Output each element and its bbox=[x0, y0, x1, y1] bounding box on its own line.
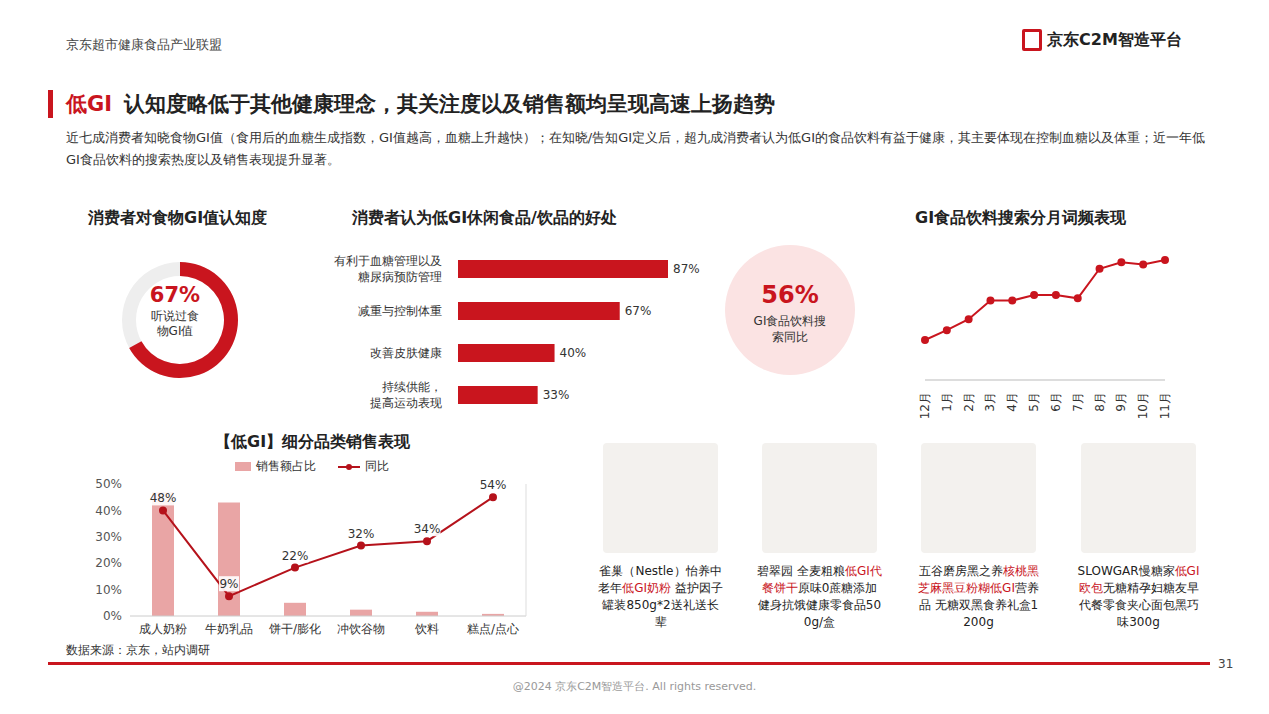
svg-text:成人奶粉: 成人奶粉 bbox=[139, 622, 187, 636]
html-text:消费者认为低GI休闲食品/饮品的好处: 消费者认为低GI休闲食品/饮品的好处 bbox=[352, 208, 617, 227]
svg-text:87%: 87% bbox=[673, 262, 700, 276]
svg-text:9月: 9月 bbox=[1114, 392, 1128, 412]
svg-text:67%: 67% bbox=[625, 304, 652, 318]
svg-text:11月: 11月 bbox=[1158, 392, 1172, 419]
svg-text:饼干/膨化: 饼干/膨化 bbox=[268, 622, 321, 636]
html-text:认知度略低于其他健康理念，其关注度以及销售额均呈现高速上扬趋: 认知度略低于其他健康理念，其关注度以及销售额均呈现高速上扬趋势 bbox=[124, 92, 776, 116]
html-text:SLOWGAR慢糖家低GI欧包无糖精孕妇糖友早代餐零食夹心面: SLOWGAR慢糖家低GI欧包无糖精孕妇糖友早代餐零食夹心面包黑巧味300g bbox=[1077, 564, 1200, 629]
html-text:低GI: 低GI bbox=[66, 92, 113, 116]
svg-text:1月: 1月 bbox=[940, 392, 954, 412]
html-text:同比: 同比 bbox=[365, 459, 389, 473]
svg-text:0%: 0% bbox=[103, 609, 122, 623]
svg-text:33%: 33% bbox=[543, 388, 570, 402]
html-text:GI食品饮料搜索同比: GI食品饮料搜索同比 bbox=[753, 314, 827, 344]
html-text:消费者对食物GI值认知度: 消费者对食物GI值认知度 bbox=[88, 208, 268, 227]
svg-text:冲饮谷物: 冲饮谷物 bbox=[337, 622, 385, 636]
html-text:近七成消费者知晓食物GI值（食用后的血糖生成指数，GI值越高: 近七成消费者知晓食物GI值（食用后的血糖生成指数，GI值越高，血糖上升越快）；在… bbox=[66, 130, 1205, 167]
svg-text:有利于血糖管理以及糖尿病预防管理: 有利于血糖管理以及糖尿病预防管理 bbox=[334, 254, 442, 284]
html-text:销售额占比: 销售额占比 bbox=[256, 459, 316, 473]
html-text:@2024 京东C2M智造平台. All rights re: @2024 京东C2M智造平台. All rights reserved. bbox=[512, 680, 757, 693]
html-text:GI食品饮料搜索分月词频表现: GI食品饮料搜索分月词频表现 bbox=[915, 208, 1127, 227]
svg-text:22%: 22% bbox=[282, 549, 309, 563]
svg-text:40%: 40% bbox=[95, 504, 122, 518]
html-text:雀巢（Nestle）怡养中老年低GI奶粉益护因子罐装850g: 雀巢（Nestle）怡养中老年低GI奶粉益护因子罐装850g*2送礼送长辈 bbox=[598, 564, 723, 629]
svg-text:3月: 3月 bbox=[983, 392, 997, 412]
svg-text:50%: 50% bbox=[95, 477, 122, 491]
svg-text:持续供能，提高运动表现: 持续供能，提高运动表现 bbox=[370, 380, 442, 410]
html-text:碧翠园 全麦粗粮低GI代餐饼干原味0蔗糖添加健身抗饿健康零食: 碧翠园 全麦粗粮低GI代餐饼干原味0蔗糖添加健身抗饿健康零食品500g/盒 bbox=[757, 564, 882, 629]
html-text:【低GI】细分品类销售表现: 【低GI】细分品类销售表现 bbox=[215, 432, 411, 451]
html-text:数据来源：京东，站内调研: 数据来源：京东，站内调研 bbox=[66, 643, 210, 657]
svg-text:牛奶乳品: 牛奶乳品 bbox=[205, 622, 253, 636]
svg-text:9%: 9% bbox=[219, 577, 238, 591]
svg-text:改善皮肤健康: 改善皮肤健康 bbox=[370, 346, 442, 360]
html-text:京东C2M智造平台: 京东C2M智造平台 bbox=[1047, 29, 1182, 49]
svg-text:48%: 48% bbox=[150, 491, 177, 505]
svg-text:8月: 8月 bbox=[1093, 392, 1107, 412]
svg-text:6月: 6月 bbox=[1049, 392, 1063, 412]
svg-text:20%: 20% bbox=[95, 556, 122, 570]
svg-text:糕点/点心: 糕点/点心 bbox=[467, 622, 519, 636]
html-text:五谷磨房黑之养核桃黑芝麻黑豆粉糊低GI营养品 无糖双黑食养礼: 五谷磨房黑之养核桃黑芝麻黑豆粉糊低GI营养品 无糖双黑食养礼盒1200g bbox=[918, 564, 1039, 629]
svg-text:2月: 2月 bbox=[962, 392, 976, 412]
svg-text:40%: 40% bbox=[560, 346, 587, 360]
html-text:听说过食物GI值: 听说过食物GI值 bbox=[151, 309, 199, 338]
svg-text:32%: 32% bbox=[348, 527, 375, 541]
svg-text:34%: 34% bbox=[414, 522, 441, 536]
svg-text:4月: 4月 bbox=[1005, 392, 1019, 412]
svg-text:5月: 5月 bbox=[1027, 392, 1041, 412]
html-text:56%: 56% bbox=[761, 281, 819, 309]
html-text:京东超市健康食品产业联盟: 京东超市健康食品产业联盟 bbox=[66, 37, 222, 52]
svg-text:饮料: 饮料 bbox=[414, 622, 439, 636]
svg-text:12月: 12月 bbox=[918, 392, 932, 419]
svg-text:10月: 10月 bbox=[1136, 392, 1150, 419]
html-text:31: 31 bbox=[1218, 657, 1234, 671]
svg-text:减重与控制体重: 减重与控制体重 bbox=[358, 304, 442, 318]
svg-text:10%: 10% bbox=[95, 583, 122, 597]
svg-text:54%: 54% bbox=[480, 478, 507, 492]
html-text:67%: 67% bbox=[149, 283, 201, 307]
svg-text:7月: 7月 bbox=[1071, 392, 1085, 412]
svg-text:30%: 30% bbox=[95, 530, 122, 544]
